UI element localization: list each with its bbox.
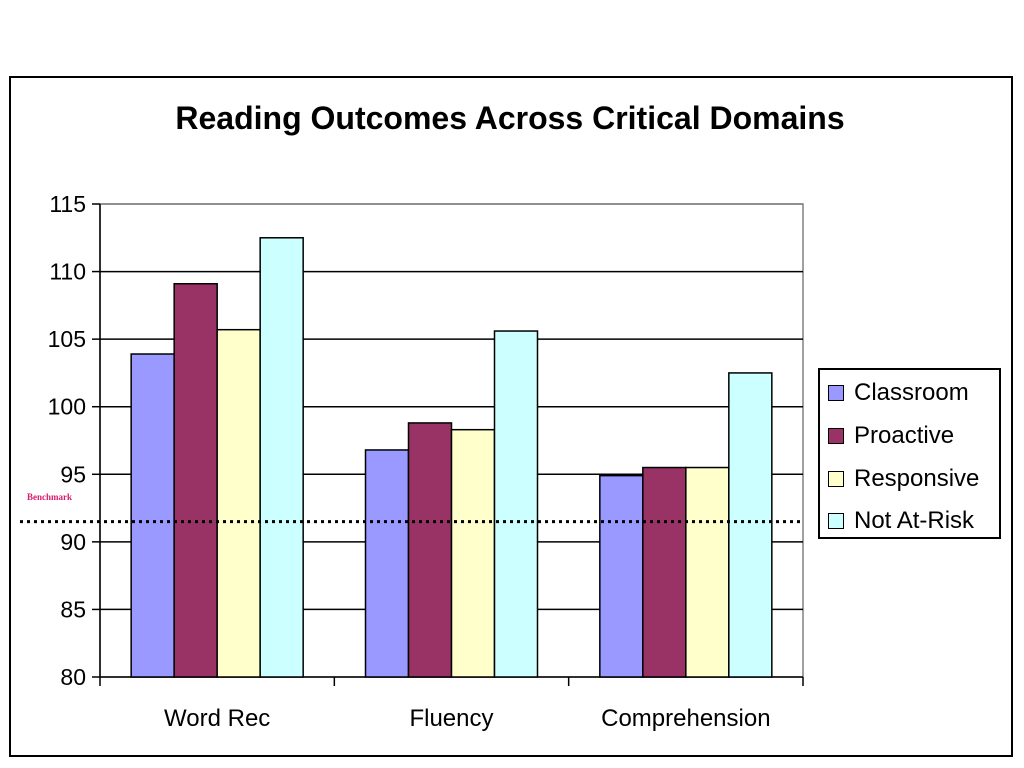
bar-proactive-2 [642,466,687,678]
bar-not-at-risk-1 [493,330,539,678]
bar-classroom-2 [599,474,644,678]
legend-swatch-not-at-risk [828,513,844,529]
x-tick-label: Comprehension [601,705,770,732]
y-tick-label: 85 [60,596,86,622]
bar-not-at-risk-0 [259,237,304,678]
x-tick-label: Fluency [409,705,493,732]
y-tick-label: 100 [48,394,86,420]
legend-item-proactive: Proactive [828,421,954,451]
legend-label-proactive: Proactive [854,422,955,449]
bar-classroom-0 [130,353,175,678]
legend-swatch-classroom [828,385,844,401]
benchmark-label: Benchmark [27,492,72,502]
bar-responsive-2 [685,466,730,678]
y-tick-label: 110 [49,259,86,285]
y-tick-label: 90 [60,529,86,555]
legend: Classroom Proactive Responsive Not At-Ri… [818,368,1001,539]
bar-classroom-1 [364,449,410,678]
legend-swatch-responsive [828,471,844,487]
bar-proactive-1 [407,422,453,678]
bar-responsive-1 [450,428,496,678]
y-tick-label: 105 [48,326,86,352]
legend-item-not-at-risk: Not At-Risk [828,506,974,536]
chart-title: Reading Outcomes Across Critical Domains [175,100,845,136]
legend-item-responsive: Responsive [828,464,979,494]
legend-label-not-at-risk: Not At-Risk [854,507,975,534]
x-tick-label: Word Rec [164,705,270,732]
bar-proactive-0 [173,282,218,678]
y-tick-label: 80 [60,664,86,690]
legend-label-responsive: Responsive [854,465,980,492]
legend-item-classroom: Classroom [828,378,969,408]
bar-not-at-risk-2 [728,372,773,678]
legend-swatch-proactive [828,428,844,444]
legend-label-classroom: Classroom [854,379,969,406]
y-tick-label: 95 [60,461,86,487]
bar-responsive-0 [216,328,261,678]
y-tick-label: 115 [49,191,86,217]
